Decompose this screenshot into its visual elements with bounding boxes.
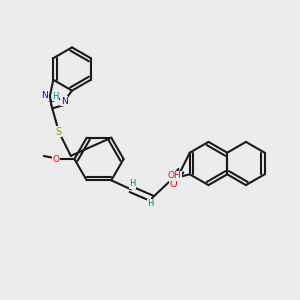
Text: N: N [61,97,68,106]
Text: H: H [129,179,136,188]
Text: N: N [41,92,48,100]
Text: S: S [56,127,62,137]
Text: H: H [52,92,58,101]
Text: OH: OH [167,171,181,180]
Text: H: H [147,199,154,208]
Text: O: O [169,179,177,189]
Text: O: O [53,154,60,164]
